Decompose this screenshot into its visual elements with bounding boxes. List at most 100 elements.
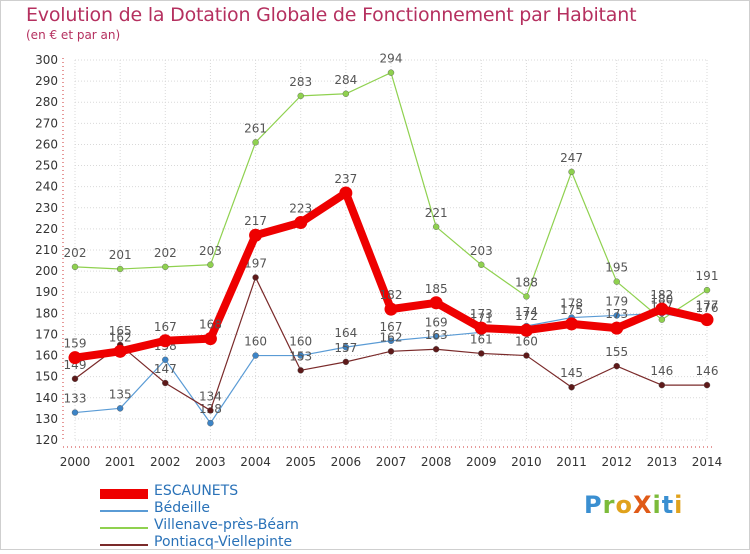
data-label-b-deille: 167 xyxy=(380,320,403,334)
x-tick-label: 2007 xyxy=(376,455,407,469)
data-point-villenave-pr-s-b-arn xyxy=(297,92,304,100)
data-label-escaunets: 173 xyxy=(470,307,493,321)
data-point-pontiacq-viellepinte xyxy=(297,367,304,374)
logo-letter: X xyxy=(632,491,653,519)
y-tick-label: 150 xyxy=(35,370,58,384)
data-point-villenave-pr-s-b-arn xyxy=(342,90,350,97)
logo-letter: i xyxy=(652,491,662,519)
x-tick-label: 2002 xyxy=(150,455,181,469)
y-tick-label: 210 xyxy=(35,243,58,257)
data-point-pontiacq-viellepinte xyxy=(613,362,620,370)
data-label-pontiacq-viellepinte: 162 xyxy=(380,330,403,344)
data-label-pontiacq-viellepinte: 160 xyxy=(515,335,538,349)
y-tick-label: 170 xyxy=(35,327,58,341)
y-tick-label: 180 xyxy=(35,306,58,320)
logo-letter: t xyxy=(661,491,675,519)
data-label-escaunets: 217 xyxy=(244,214,267,228)
y-tick-label: 300 xyxy=(35,53,58,67)
y-tick-label: 240 xyxy=(35,180,58,194)
data-point-villenave-pr-s-b-arn xyxy=(658,316,666,323)
y-tick-label: 140 xyxy=(35,391,58,405)
data-label-pontiacq-viellepinte: 157 xyxy=(334,341,357,355)
logo-letter: P xyxy=(584,491,603,519)
x-tick-label: 2014 xyxy=(692,455,723,469)
y-tick-label: 160 xyxy=(35,349,58,363)
data-point-villenave-pr-s-b-arn xyxy=(71,263,79,271)
y-tick-label: 200 xyxy=(35,264,58,278)
data-label-villenave-pr-s-b-arn: 188 xyxy=(515,275,538,289)
data-label-escaunets: 168 xyxy=(199,318,222,332)
x-tick-label: 2003 xyxy=(195,455,226,469)
data-label-b-deille: 135 xyxy=(109,387,132,401)
legend-label: Pontiacq-Viellepinte xyxy=(154,534,293,550)
data-label-villenave-pr-s-b-arn: 283 xyxy=(289,75,312,89)
data-point-pontiacq-viellepinte xyxy=(658,381,666,389)
logo-letter: i xyxy=(674,491,684,519)
data-label-pontiacq-viellepinte: 161 xyxy=(470,332,493,346)
data-point-escaunets xyxy=(203,332,217,346)
data-label-pontiacq-viellepinte: 163 xyxy=(425,328,448,342)
data-label-pontiacq-viellepinte: 165 xyxy=(109,324,132,338)
data-point-escaunets xyxy=(429,296,443,310)
data-point-b-deille xyxy=(387,337,395,344)
legend-label: ESCAUNETS xyxy=(154,483,239,499)
data-label-b-deille: 160 xyxy=(244,335,267,349)
data-point-pontiacq-viellepinte xyxy=(252,274,259,281)
data-point-pontiacq-viellepinte xyxy=(432,346,440,353)
data-label-escaunets: 182 xyxy=(650,288,673,302)
data-label-pontiacq-viellepinte: 149 xyxy=(64,358,87,372)
data-label-escaunets: 182 xyxy=(380,288,403,302)
y-tick-label: 280 xyxy=(35,95,58,109)
x-tick-label: 2004 xyxy=(240,455,271,469)
data-point-villenave-pr-s-b-arn xyxy=(116,265,124,273)
data-point-escaunets xyxy=(565,317,579,331)
chart-subtitle: (en € et par an) xyxy=(26,28,121,42)
x-tick-label: 2012 xyxy=(601,455,632,469)
y-tick-label: 130 xyxy=(35,412,58,426)
data-point-villenave-pr-s-b-arn xyxy=(252,139,259,146)
y-tick-label: 120 xyxy=(35,433,58,447)
data-point-b-deille xyxy=(613,312,620,319)
data-label-b-deille: 174 xyxy=(515,305,538,319)
data-point-pontiacq-viellepinte xyxy=(478,350,485,357)
data-label-pontiacq-viellepinte: 153 xyxy=(289,349,312,363)
chart-title: Evolution de la Dotation Globale de Fonc… xyxy=(26,4,637,26)
data-point-escaunets xyxy=(339,186,353,200)
x-tick-label: 2013 xyxy=(647,455,678,469)
data-label-villenave-pr-s-b-arn: 203 xyxy=(199,244,222,258)
data-point-pontiacq-viellepinte xyxy=(523,352,530,359)
data-label-pontiacq-viellepinte: 146 xyxy=(650,364,673,378)
data-label-villenave-pr-s-b-arn: 201 xyxy=(109,248,132,262)
legend-label: Bédeille xyxy=(154,500,210,516)
legend-swatch xyxy=(100,527,148,529)
data-point-escaunets xyxy=(519,323,533,337)
data-label-villenave-pr-s-b-arn: 284 xyxy=(334,73,357,87)
y-tick-label: 250 xyxy=(35,159,58,173)
data-label-escaunets: 177 xyxy=(696,299,719,313)
legend-swatch xyxy=(100,510,148,512)
x-tick-label: 2001 xyxy=(105,455,136,469)
data-point-escaunets xyxy=(113,344,127,358)
data-point-escaunets xyxy=(655,302,669,316)
data-point-escaunets xyxy=(68,351,82,365)
y-tick-label: 220 xyxy=(35,222,58,236)
data-label-b-deille: 164 xyxy=(334,326,357,340)
x-tick-label: 2000 xyxy=(60,455,91,469)
proxiti-logo: ProXiti xyxy=(584,491,683,519)
data-point-b-deille xyxy=(252,352,259,359)
legend-swatch xyxy=(100,544,148,546)
data-point-escaunets xyxy=(700,313,714,327)
data-point-b-deille xyxy=(71,409,79,416)
data-point-b-deille xyxy=(116,405,124,412)
data-label-pontiacq-viellepinte: 197 xyxy=(244,256,267,270)
data-label-escaunets: 167 xyxy=(154,320,177,334)
data-label-pontiacq-viellepinte: 134 xyxy=(199,389,222,403)
data-label-b-deille: 179 xyxy=(605,294,628,308)
data-point-villenave-pr-s-b-arn xyxy=(613,278,620,285)
data-point-pontiacq-viellepinte xyxy=(387,348,395,355)
data-label-escaunets: 223 xyxy=(289,202,312,216)
x-tick-label: 2008 xyxy=(421,455,452,469)
data-label-b-deille: 176 xyxy=(696,301,719,315)
data-label-villenave-pr-s-b-arn: 294 xyxy=(380,52,403,66)
data-point-pontiacq-viellepinte xyxy=(568,384,575,391)
